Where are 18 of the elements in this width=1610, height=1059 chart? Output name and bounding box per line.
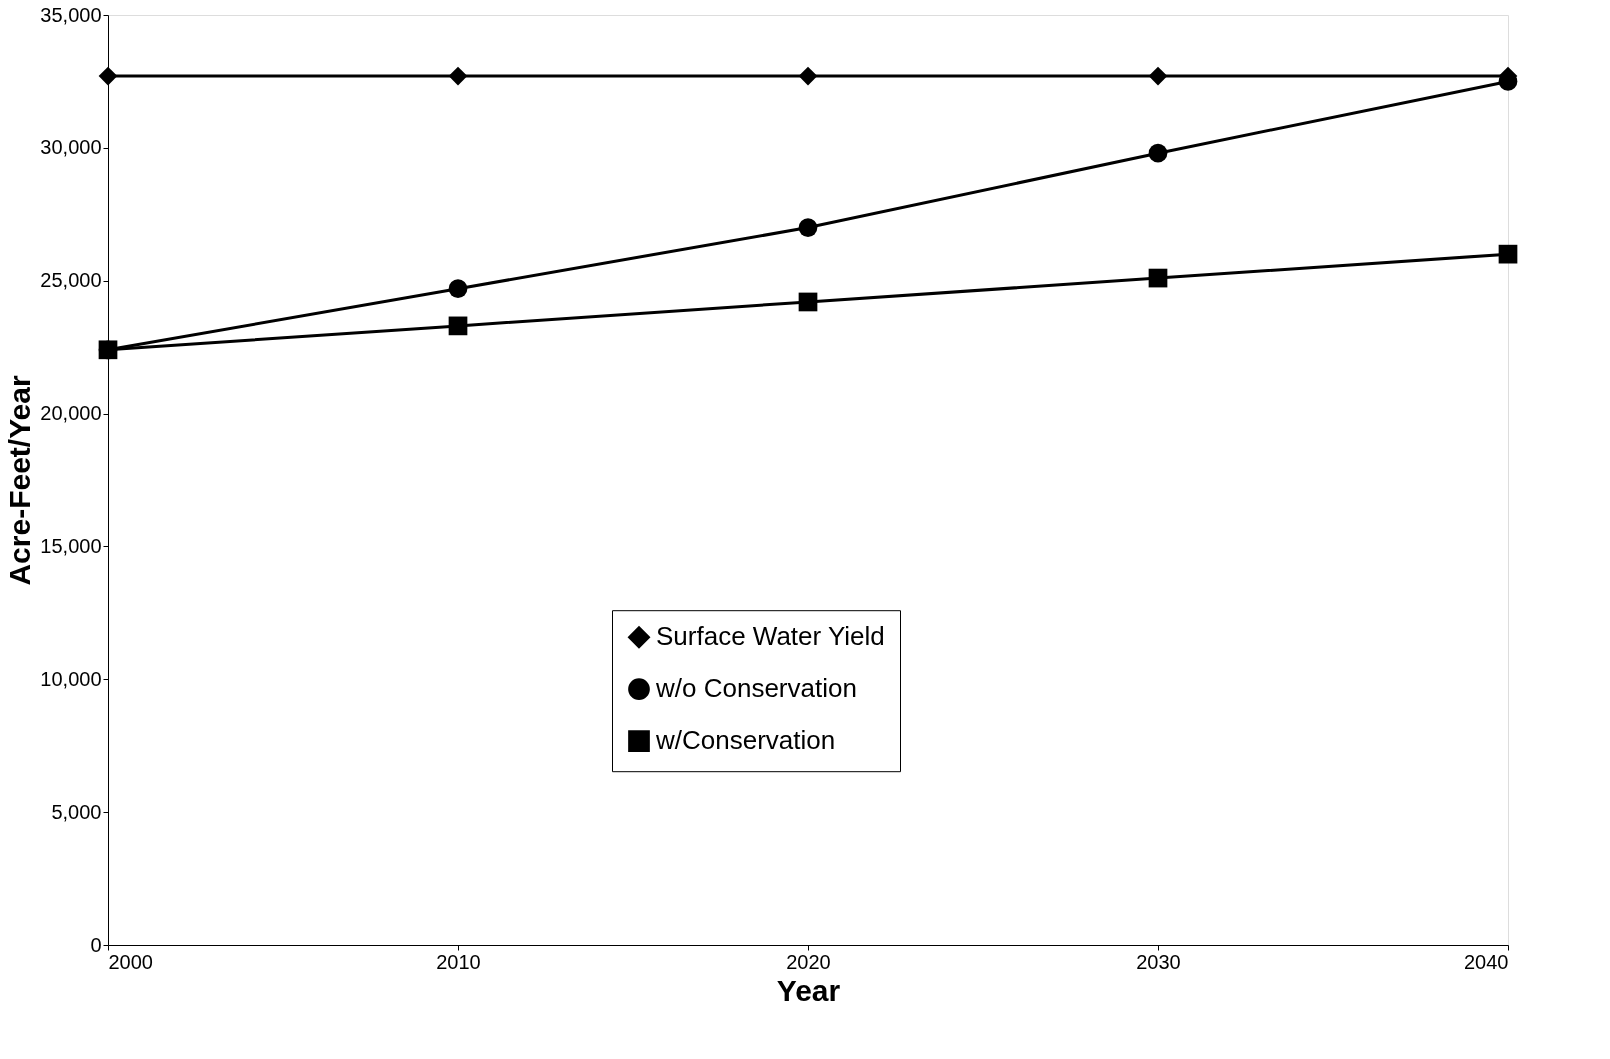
x-axis-title: Year: [776, 973, 841, 1007]
x-tick-label: 2030: [1136, 950, 1181, 973]
legend-label: w/Conservation: [655, 725, 836, 756]
x-tick-label: 2020: [786, 950, 831, 973]
y-tick-label: 25,000: [40, 269, 102, 292]
y-tick-label: 20,000: [40, 402, 102, 425]
y-tick-label: 5,000: [51, 800, 102, 823]
x-tick-label: 2010: [436, 950, 481, 973]
y-tick-label: 0: [90, 933, 102, 956]
y-tick-label: 30,000: [40, 136, 102, 159]
y-tick-label: 10,000: [40, 667, 102, 690]
legend-label: w/o Conservation: [655, 673, 857, 704]
legend-label: Surface Water Yield: [656, 621, 885, 652]
x-tick-label: 2040: [1464, 950, 1509, 973]
x-tick-label: 2000: [108, 950, 153, 973]
y-tick-label: 35,000: [40, 3, 102, 26]
y-axis-title: Acre-Feet/Year: [3, 375, 37, 586]
y-tick-label: 15,000: [40, 534, 102, 557]
